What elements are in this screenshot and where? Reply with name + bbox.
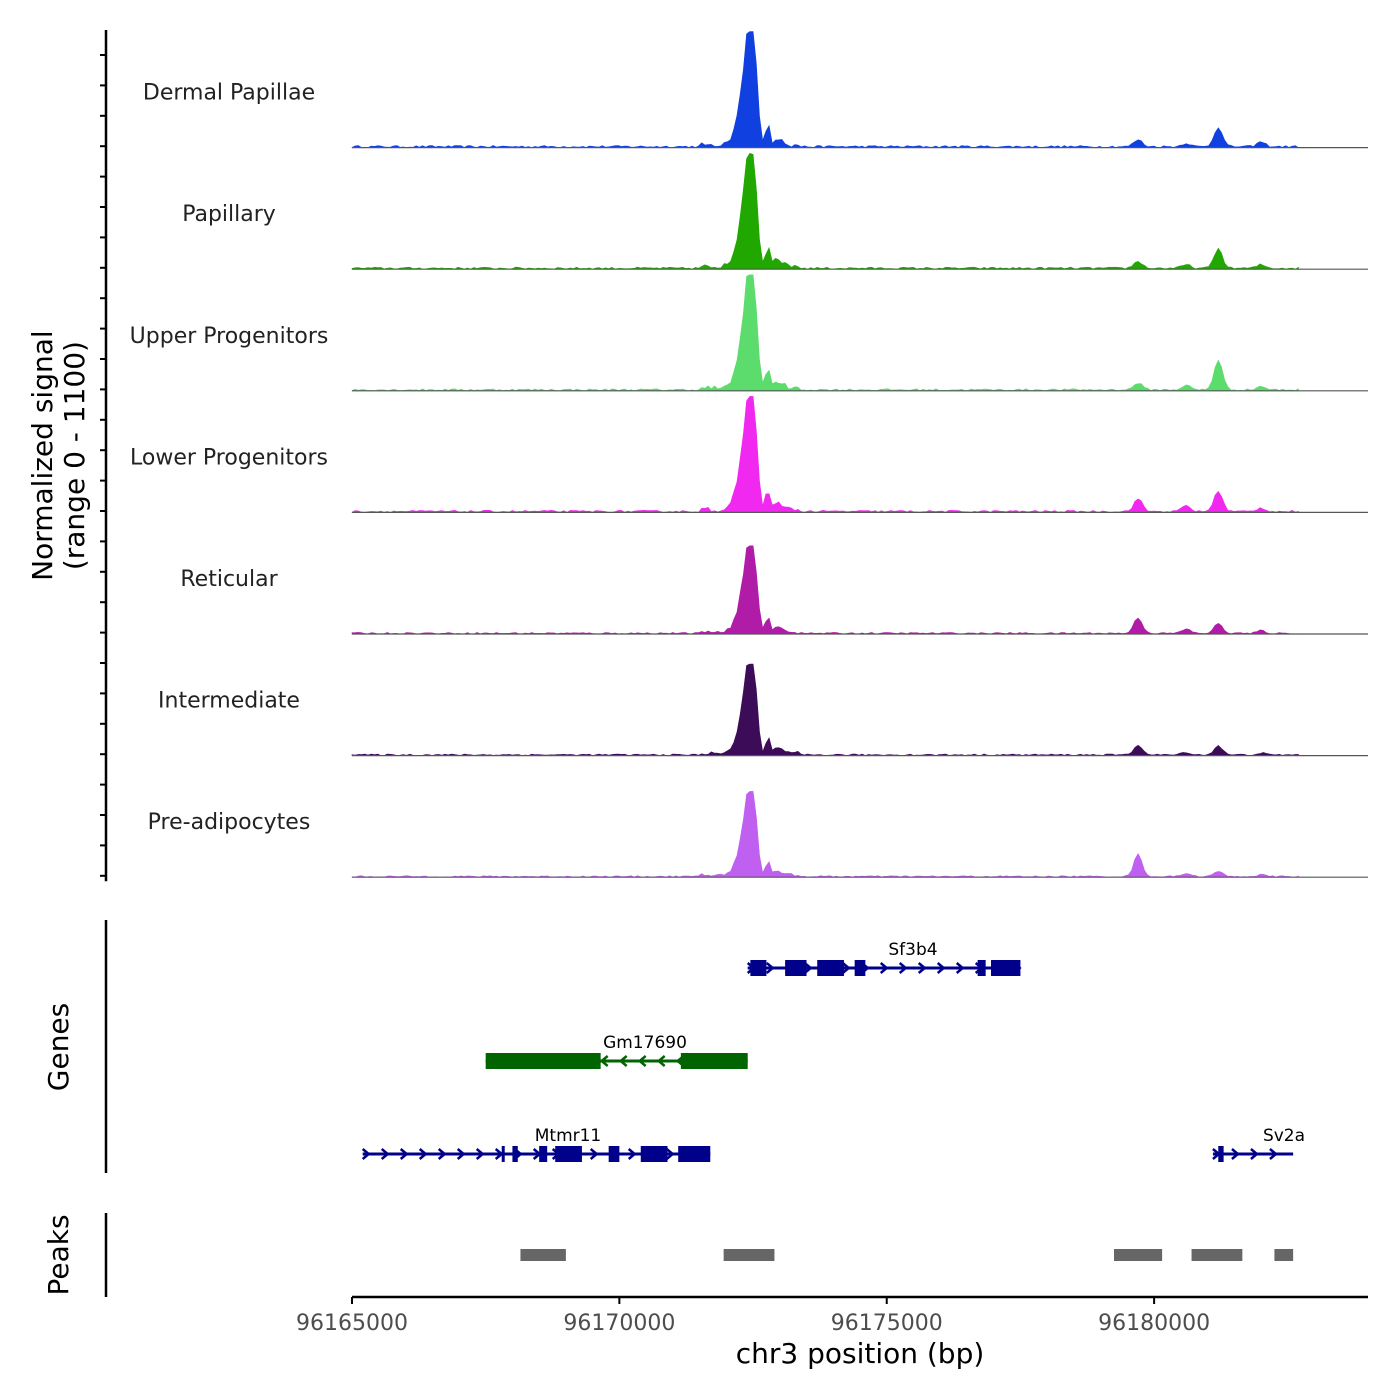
x-tick-label: 96165000	[296, 1311, 408, 1336]
strand-chevron	[599, 1055, 609, 1067]
coverage-panel: Papillary	[182, 152, 1368, 270]
strand-chevron	[637, 1055, 647, 1067]
gene-name-label: Sf3b4	[888, 940, 937, 960]
peak-region	[1114, 1249, 1163, 1261]
coverage-area	[351, 663, 1299, 756]
strand-chevron	[618, 1055, 628, 1067]
coverage-tracks: Dermal Papillae Papillary Upper Progenitor…	[100, 30, 1368, 882]
x-tick-label: 96180000	[1098, 1311, 1210, 1336]
coverage-area	[351, 31, 1299, 148]
strand-chevron	[936, 962, 946, 974]
gene-exon	[817, 960, 844, 976]
strand-chevron	[380, 1148, 390, 1160]
track-label: Reticular	[180, 567, 278, 592]
strand-chevron	[437, 1148, 447, 1160]
gene-name-label: Mtmr11	[535, 1126, 602, 1146]
x-axis-title: chr3 position (bp)	[736, 1337, 985, 1370]
gene-exon	[608, 1146, 620, 1162]
coverage-panel: Dermal Papillae	[143, 31, 1368, 149]
track-label: Dermal Papillae	[143, 81, 315, 106]
strand-chevron	[665, 1148, 675, 1160]
strand-chevron	[627, 1148, 637, 1160]
gene-exon	[680, 1053, 748, 1069]
track-label: Pre-adipocytes	[148, 810, 311, 835]
gene-exon	[1218, 1146, 1224, 1162]
coverage-area	[351, 396, 1299, 513]
coverage-panel: Pre-adipocytes	[148, 791, 1368, 878]
track-label: Upper Progenitors	[130, 324, 329, 349]
track-label: Papillary	[182, 202, 276, 227]
strand-chevron	[1231, 1148, 1240, 1160]
gene-exon	[640, 1146, 668, 1162]
peak-region	[1191, 1249, 1243, 1261]
genes-track: Genes Sf3b4 Gm17690 Mtmr11 Sv2a	[42, 920, 1305, 1173]
gene-exon	[485, 1053, 601, 1069]
coverage-area	[351, 152, 1299, 270]
gene-model: Gm17690	[485, 1033, 748, 1069]
y-axis-title-line2: (range 0 - 1100)	[58, 341, 91, 570]
coverage-area	[351, 545, 1299, 635]
strand-chevron	[1269, 1148, 1278, 1160]
gene-exon	[539, 1146, 548, 1162]
peaks-track: Peaks	[42, 1213, 1294, 1297]
gene-model: Mtmr11	[361, 1126, 711, 1162]
strand-chevron	[879, 962, 889, 974]
gene-model: Sv2a	[1212, 1126, 1305, 1162]
gene-name-label: Sv2a	[1263, 1126, 1305, 1146]
y-axis-title-line1: Normalized signal	[26, 330, 59, 581]
strand-chevron	[1250, 1148, 1259, 1160]
strand-chevron	[589, 1148, 599, 1160]
strand-chevron	[955, 962, 965, 974]
coverage-panel: Reticular	[180, 545, 1368, 635]
track-label: Intermediate	[158, 689, 300, 714]
gene-exon	[854, 960, 866, 976]
coverage-panel: Intermediate	[158, 663, 1368, 757]
x-tick-label: 96175000	[831, 1311, 943, 1336]
gene-exon	[678, 1146, 711, 1162]
gene-exon	[512, 1146, 518, 1162]
gene-exon	[785, 960, 807, 976]
strand-chevron	[475, 1148, 485, 1160]
gene-name-label: Gm17690	[603, 1033, 687, 1053]
strand-chevron	[917, 962, 927, 974]
gene-model: Sf3b4	[746, 940, 1022, 976]
strand-chevron	[494, 1148, 504, 1160]
strand-chevron	[399, 1148, 409, 1160]
gene-exon	[991, 960, 1021, 976]
gene-exon	[501, 1146, 505, 1162]
strand-chevron	[765, 962, 775, 974]
strand-chevron	[803, 962, 813, 974]
peaks-track-label: Peaks	[42, 1214, 75, 1295]
strand-chevron	[898, 962, 908, 974]
track-label: Lower Progenitors	[130, 445, 328, 470]
peak-region	[520, 1249, 566, 1261]
coverage-area	[351, 791, 1299, 878]
genes-track-label: Genes	[42, 1003, 75, 1091]
coverage-panel: Upper Progenitors	[130, 274, 1368, 392]
gene-exon	[750, 960, 767, 976]
strand-chevron	[418, 1148, 428, 1160]
strand-chevron	[361, 1148, 371, 1160]
peak-region	[723, 1249, 775, 1261]
x-axis: 96165000 96170000 96175000 96180000	[296, 1295, 1368, 1336]
x-tick-label: 96170000	[563, 1311, 675, 1336]
peak-region	[1274, 1249, 1294, 1261]
gene-exon	[977, 960, 986, 976]
coverage-panel: Lower Progenitors	[130, 396, 1368, 514]
strand-chevron	[841, 962, 851, 974]
coverage-area	[351, 274, 1299, 392]
gene-exon	[555, 1146, 582, 1162]
y-axis-title: Normalized signal (range 0 - 1100)	[26, 330, 91, 581]
strand-chevron	[656, 1055, 666, 1067]
strand-chevron	[456, 1148, 466, 1160]
